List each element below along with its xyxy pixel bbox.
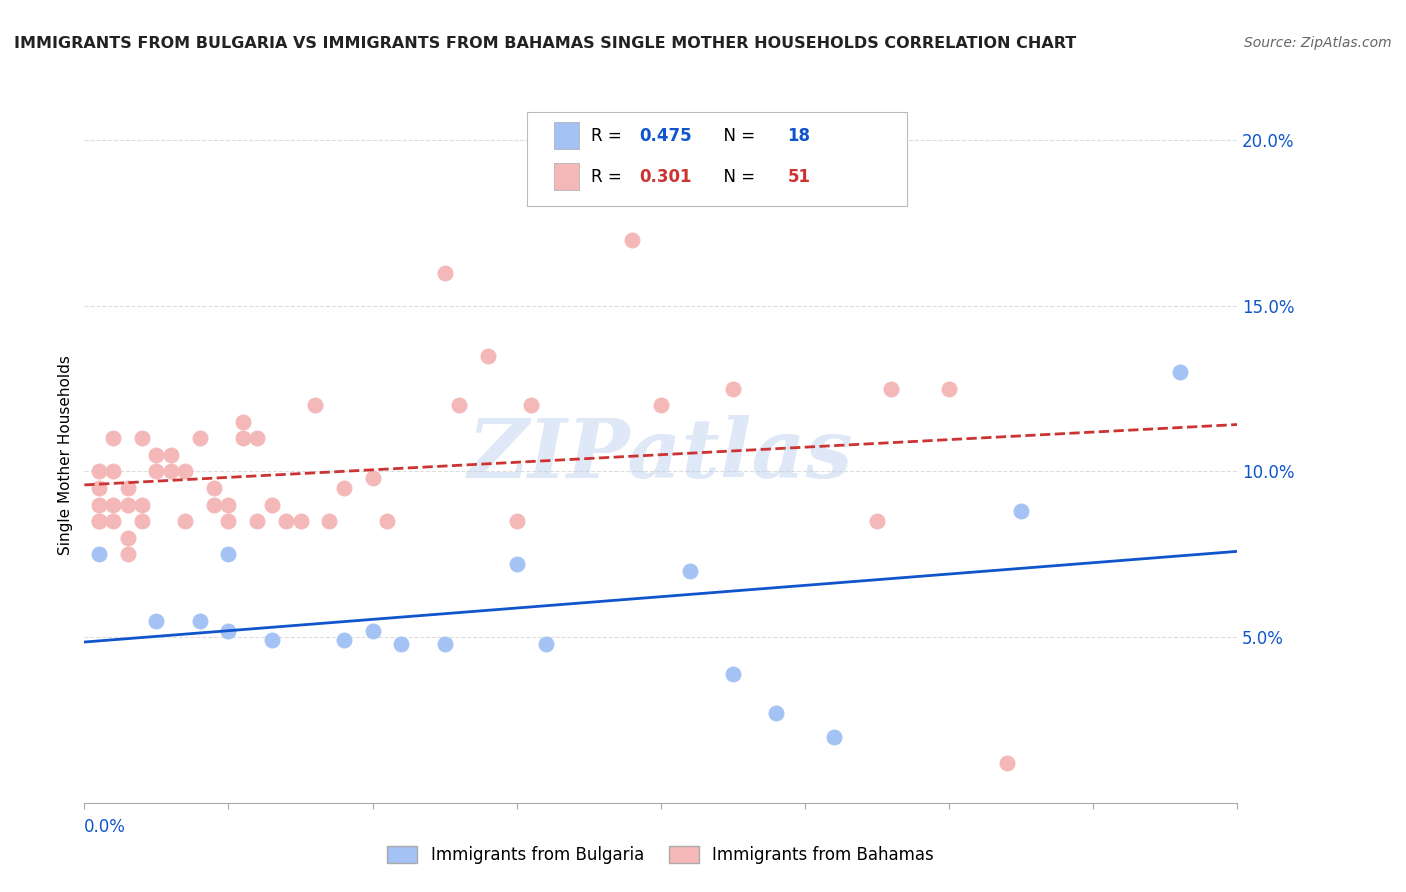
Point xyxy=(361,624,384,638)
Point xyxy=(103,514,124,528)
Y-axis label: Single Mother Households: Single Mother Households xyxy=(58,355,73,555)
Point xyxy=(721,382,744,396)
Point xyxy=(202,498,225,512)
Point xyxy=(650,398,672,412)
Point xyxy=(621,233,644,247)
Point xyxy=(218,498,240,512)
Text: IMMIGRANTS FROM BULGARIA VS IMMIGRANTS FROM BAHAMAS SINGLE MOTHER HOUSEHOLDS COR: IMMIGRANTS FROM BULGARIA VS IMMIGRANTS F… xyxy=(14,36,1077,51)
Point xyxy=(232,415,254,429)
Point xyxy=(218,547,240,561)
Text: ZIPatlas: ZIPatlas xyxy=(468,415,853,495)
Point xyxy=(174,465,197,479)
Point xyxy=(202,481,225,495)
Point xyxy=(823,730,845,744)
Point xyxy=(87,514,110,528)
Point xyxy=(1010,504,1032,518)
Point xyxy=(117,531,139,545)
Point xyxy=(188,431,211,445)
Point xyxy=(160,465,183,479)
Point xyxy=(174,514,197,528)
Point xyxy=(145,465,167,479)
Point xyxy=(103,431,124,445)
Point xyxy=(318,514,340,528)
Point xyxy=(449,398,471,412)
Text: 0.301: 0.301 xyxy=(640,168,692,186)
Point xyxy=(218,624,240,638)
Text: N =: N = xyxy=(713,127,761,145)
Point xyxy=(87,514,110,528)
Point xyxy=(679,564,702,578)
Text: R =: R = xyxy=(591,127,627,145)
Text: N =: N = xyxy=(713,168,761,186)
Point xyxy=(246,514,269,528)
Point xyxy=(765,706,787,721)
Point xyxy=(103,465,124,479)
Point xyxy=(721,666,744,681)
Point xyxy=(117,547,139,561)
Point xyxy=(361,471,384,485)
Point xyxy=(145,614,167,628)
Point xyxy=(880,382,903,396)
Point xyxy=(131,514,153,528)
Point xyxy=(938,382,960,396)
Text: 18: 18 xyxy=(787,127,810,145)
Point xyxy=(866,514,889,528)
Point xyxy=(375,514,398,528)
Point xyxy=(87,547,110,561)
Point xyxy=(260,633,283,648)
Point xyxy=(333,633,356,648)
Point xyxy=(218,514,240,528)
Point xyxy=(232,431,254,445)
Point xyxy=(117,498,139,512)
Text: Source: ZipAtlas.com: Source: ZipAtlas.com xyxy=(1244,36,1392,50)
Point xyxy=(117,481,139,495)
Point xyxy=(87,465,110,479)
Point xyxy=(131,431,153,445)
Point xyxy=(246,431,269,445)
Point xyxy=(87,498,110,512)
Point xyxy=(391,637,413,651)
Point xyxy=(433,637,456,651)
Text: R =: R = xyxy=(591,168,627,186)
Point xyxy=(276,514,298,528)
Point xyxy=(188,614,211,628)
Point xyxy=(304,398,326,412)
Text: 0.0%: 0.0% xyxy=(84,818,127,836)
Point xyxy=(145,448,167,462)
Point xyxy=(520,398,543,412)
Point xyxy=(506,514,529,528)
Point xyxy=(506,558,529,572)
Point xyxy=(477,349,499,363)
Legend: Immigrants from Bulgaria, Immigrants from Bahamas: Immigrants from Bulgaria, Immigrants fro… xyxy=(388,846,934,864)
Point xyxy=(290,514,312,528)
Point xyxy=(433,266,456,280)
Text: 0.475: 0.475 xyxy=(640,127,692,145)
Point xyxy=(103,498,124,512)
Point xyxy=(260,498,283,512)
Point xyxy=(160,448,183,462)
Text: 51: 51 xyxy=(787,168,810,186)
Point xyxy=(995,756,1018,770)
Point xyxy=(1168,365,1191,379)
Point xyxy=(87,481,110,495)
Point xyxy=(131,498,153,512)
Point xyxy=(534,637,557,651)
Point xyxy=(333,481,356,495)
